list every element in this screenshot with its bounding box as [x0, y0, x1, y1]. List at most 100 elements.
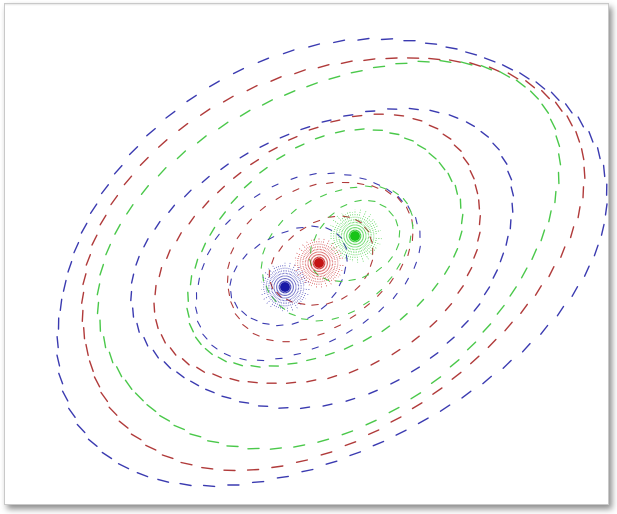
trace-segment — [461, 320, 469, 328]
trace-segment — [343, 114, 354, 117]
trace-segment — [411, 221, 414, 230]
trace-segment — [556, 305, 565, 317]
trace-segment — [499, 70, 511, 78]
trace-segment — [220, 163, 229, 171]
trace-segment — [251, 480, 265, 484]
trace-segment — [99, 263, 105, 276]
trace-segment — [345, 254, 348, 262]
trace-segment — [359, 177, 367, 180]
trace-segment — [409, 208, 413, 216]
trace-segment — [309, 173, 317, 176]
trace-segment — [221, 395, 232, 400]
trace-segment — [325, 460, 338, 465]
trace-segment — [412, 117, 423, 122]
trace-segment — [387, 276, 393, 283]
trace-segment — [340, 60, 353, 65]
trace-segment — [566, 115, 573, 127]
trace-segment — [187, 291, 190, 302]
trace-segment — [439, 404, 451, 412]
trace-segment — [356, 182, 365, 186]
trace-segment — [206, 440, 220, 444]
trace-segment — [143, 336, 149, 347]
trace-segment — [429, 320, 438, 328]
trace-segment — [216, 185, 226, 194]
burst-ray — [354, 230, 382, 237]
trace-segment — [100, 391, 109, 403]
trace-segment — [363, 303, 371, 309]
trace-segment — [390, 416, 402, 423]
trace-segment — [371, 185, 379, 189]
burst-ray — [354, 218, 371, 237]
trace-segment — [418, 245, 421, 254]
trace-segment — [165, 110, 176, 119]
trace-segment — [349, 451, 362, 457]
trace-segment — [239, 152, 249, 159]
burst-ray — [339, 235, 356, 258]
trace-segment — [278, 407, 289, 409]
trace-segment — [368, 389, 378, 395]
trace-segment — [521, 342, 531, 353]
trace-segment — [268, 233, 273, 240]
burst-ray — [354, 211, 367, 237]
trace-segment — [341, 430, 354, 436]
trace-segment — [143, 238, 149, 248]
burst-ray — [344, 235, 356, 260]
trace-segment — [275, 357, 283, 360]
trace-segment — [308, 126, 319, 131]
trace-segment — [331, 317, 339, 320]
trace-segment — [212, 373, 222, 379]
trace-segment — [354, 199, 362, 203]
trace-segment — [365, 110, 376, 113]
trace-segment — [496, 304, 505, 315]
burst-ray — [333, 219, 356, 237]
trace-segment — [482, 323, 492, 333]
trace-segment — [411, 402, 423, 410]
trace-segment — [67, 260, 73, 273]
trace-segment — [331, 292, 337, 299]
trace-segment — [321, 119, 332, 123]
trace-segment — [262, 274, 265, 282]
trace-segment — [408, 107, 419, 111]
trace-segment — [413, 261, 417, 269]
trace-segment — [548, 266, 555, 278]
trace-segment — [204, 347, 213, 356]
burst-ray — [354, 235, 382, 240]
trace-segment — [430, 376, 442, 384]
trace-segment — [404, 137, 414, 142]
trace-segment — [117, 463, 130, 470]
trace-segment — [313, 269, 319, 276]
burst-ray — [318, 262, 328, 288]
trace-segment — [596, 147, 601, 160]
trace-segment — [379, 203, 387, 208]
burst-ray — [354, 214, 371, 237]
trace-segment — [128, 146, 139, 156]
trace-segment — [535, 81, 546, 90]
burst-ray — [295, 252, 320, 264]
burst-ray — [318, 262, 322, 289]
trace-segment — [56, 354, 61, 367]
trace-segment — [390, 379, 400, 385]
trace-segment — [131, 307, 135, 318]
trace-segment — [507, 170, 513, 181]
trace-segment — [110, 194, 119, 206]
trace-segment — [431, 282, 439, 292]
trace-segment — [509, 219, 512, 230]
trace-segment — [509, 286, 517, 297]
trace-segment — [473, 303, 481, 312]
trace-segment — [62, 279, 67, 292]
trace-segment — [183, 189, 192, 198]
burst-ray — [354, 235, 359, 263]
trace-segment — [108, 406, 118, 416]
trace-segment — [410, 392, 422, 400]
trace-segment — [381, 325, 391, 333]
trace-segment — [368, 200, 376, 202]
burst-ray — [284, 275, 306, 288]
trace-segment — [197, 277, 200, 286]
trace-segment — [234, 301, 239, 309]
burst-ray — [318, 262, 337, 282]
trace-segment — [458, 230, 463, 241]
trace-segment — [492, 142, 500, 151]
trace-segment — [602, 164, 606, 178]
trace-segment — [196, 320, 202, 328]
burst-ray — [330, 224, 356, 237]
